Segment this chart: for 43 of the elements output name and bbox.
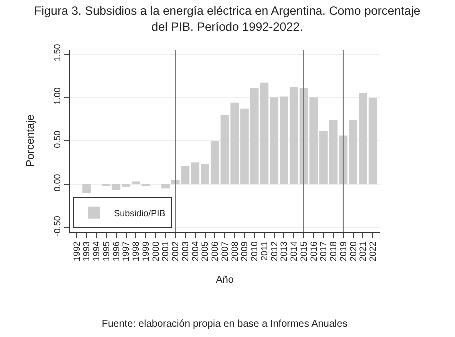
x-tick-label: 1995	[101, 242, 112, 262]
x-tick-label: 2018	[328, 242, 339, 262]
bar	[162, 184, 170, 189]
bar	[82, 184, 91, 193]
y-tick-label: -0.50	[52, 216, 62, 237]
x-tick-label: 2014	[289, 242, 300, 262]
x-tick-label: 2015	[298, 242, 309, 262]
x-tick-label: 2002	[170, 242, 181, 262]
y-axis-title: Porcentaje	[25, 114, 38, 168]
legend-label: Subsidio/PIB	[114, 208, 166, 218]
x-tick-label: 2006	[210, 242, 220, 262]
y-tick-label: 1.50	[52, 44, 62, 62]
x-tick-label: 2013	[279, 242, 290, 262]
x-tick-label: 2010	[250, 242, 260, 262]
y-tick-label: 0.50	[52, 130, 62, 148]
x-tick-label: 2009	[240, 242, 250, 262]
x-tick-label: 2016	[308, 242, 319, 262]
x-tick-label: 2004	[190, 242, 200, 262]
x-tick-label: 2021	[358, 242, 368, 262]
y-tick-label: 0.00	[52, 174, 62, 192]
x-tick-label: 1993	[82, 242, 92, 262]
x-tick-label: 1998	[131, 242, 142, 262]
x-tick-label: 2007	[220, 242, 230, 262]
x-tick-label: 2020	[348, 242, 358, 262]
x-tick-label: 2003	[180, 242, 190, 262]
x-tick-label: 2005	[200, 242, 210, 262]
x-tick-label: 1997	[121, 242, 132, 262]
x-tick-label: 1992	[72, 242, 82, 262]
x-tick-label: 2022	[368, 242, 378, 262]
x-tick-label: 2008	[230, 242, 240, 262]
x-axis-title: Año	[216, 275, 234, 286]
x-tick-label: 2019	[338, 242, 348, 262]
x-tick-label: 2001	[160, 242, 171, 262]
x-tick-label: 1994	[92, 242, 102, 262]
source-note: Fuente: elaboración propia en base a Informes Anuales	[102, 319, 348, 330]
x-tick-label: 2000	[150, 242, 161, 262]
y-tick-label: 1.00	[52, 88, 62, 106]
x-tick-label: 2017	[318, 242, 329, 262]
x-tick-label: 2012	[269, 242, 280, 262]
x-tick-label: 1996	[111, 242, 122, 262]
x-tick-label: 1999	[140, 242, 151, 262]
x-tick-label: 2011	[259, 242, 270, 261]
chart-title: Figura 3. Subsidios a la energía eléctrica en Argentina. Como porcentaje del PIB. Período 1992-2022.	[34, 4, 421, 34]
